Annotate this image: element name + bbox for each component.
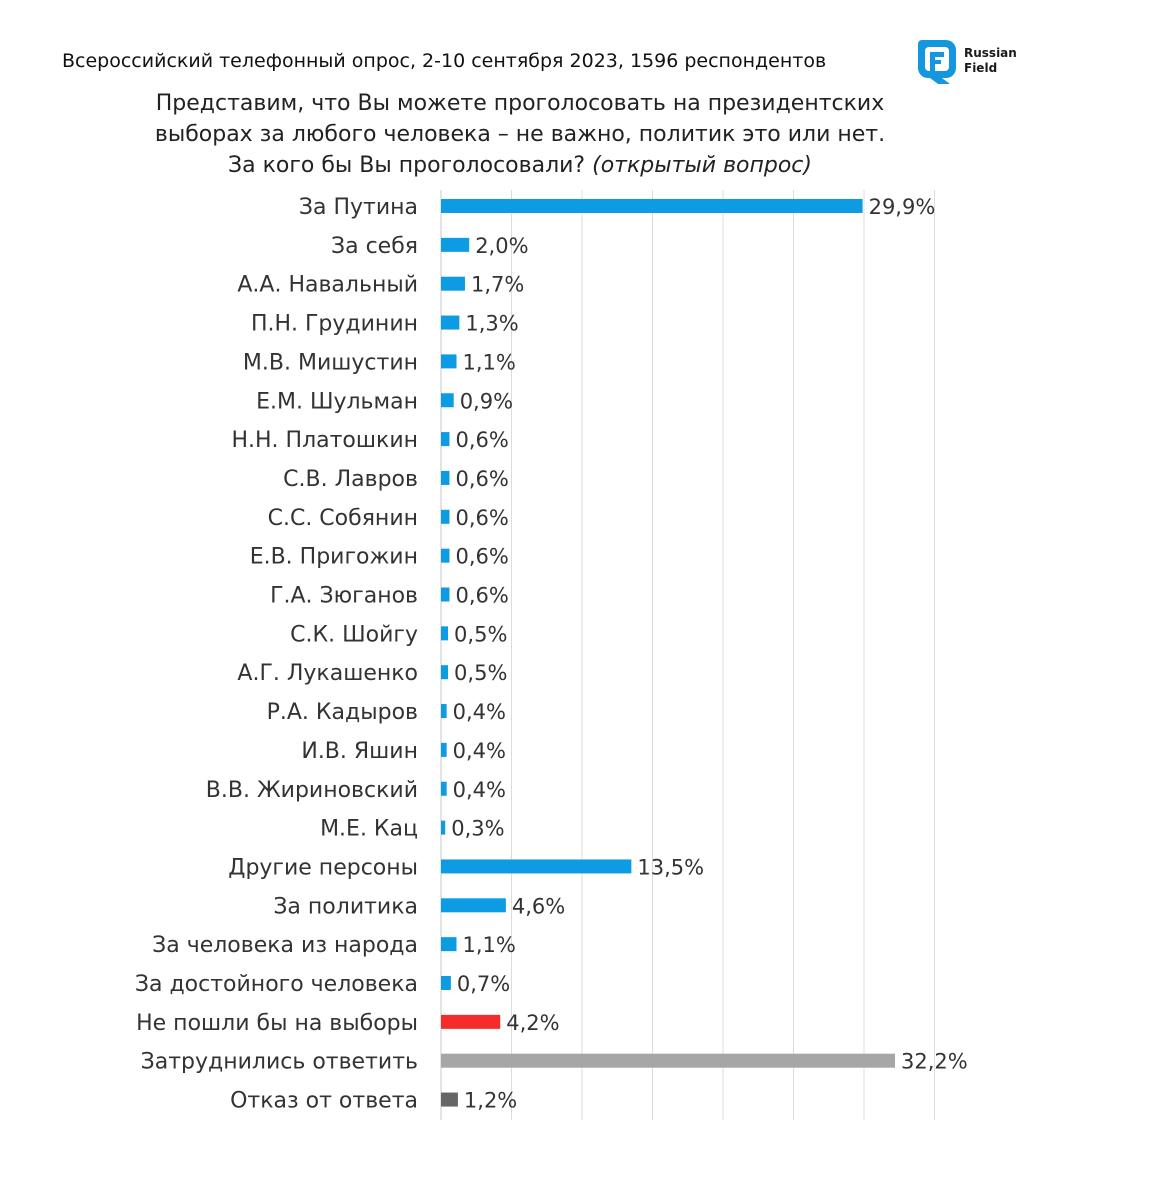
bar (441, 742, 447, 757)
bar (441, 704, 447, 719)
category-label: И.В. Яшин (301, 739, 418, 764)
value-label: 1,7% (471, 273, 524, 297)
category-label: Е.В. Пригожин (250, 545, 418, 570)
category-label: С.К. Шойгу (290, 622, 418, 647)
value-label: 0,6% (455, 428, 508, 452)
question-line-1: Представим, что Вы можете проголосовать … (155, 91, 885, 116)
bar (441, 432, 450, 447)
bar (441, 509, 450, 524)
bar (441, 199, 863, 213)
value-label: 0,6% (455, 467, 508, 491)
category-label: П.Н. Грудинин (251, 312, 418, 337)
category-label: С.В. Лавров (283, 467, 418, 492)
value-label: 0,6% (455, 506, 508, 530)
value-label: 2,0% (475, 234, 528, 258)
bar (441, 315, 460, 330)
value-label: 4,2% (506, 1011, 559, 1035)
value-label: 1,3% (465, 312, 518, 336)
category-label: За себя (331, 234, 418, 259)
value-label: 32,2% (901, 1050, 968, 1074)
category-label: За достойного человека (135, 972, 418, 997)
value-label: 0,5% (454, 661, 507, 685)
value-label: 1,1% (463, 933, 516, 957)
bar (441, 1053, 896, 1068)
category-label: За человека из народа (152, 933, 418, 958)
value-label: 1,1% (463, 350, 516, 374)
bar (441, 548, 450, 563)
logo-text: Russian Field (964, 46, 1017, 76)
bar (441, 898, 506, 913)
bar (441, 354, 457, 369)
value-label: 0,4% (453, 739, 506, 763)
category-label: За Путина (299, 195, 418, 220)
value-label: 0,7% (457, 972, 510, 996)
bar (441, 859, 632, 874)
category-label: М.Е. Кац (320, 817, 418, 842)
value-label: 29,9% (869, 195, 936, 219)
category-label: В.В. Жириновский (206, 778, 418, 803)
question-line-3-main: За кого бы Вы проголосовали? (228, 153, 593, 178)
bar (441, 470, 450, 485)
bar (441, 665, 449, 680)
question-line-3: За кого бы Вы проголосовали? (открытый в… (80, 150, 960, 181)
category-label: Не пошли бы на выборы (136, 1011, 418, 1036)
value-label: 0,4% (453, 700, 506, 724)
bar (441, 626, 449, 641)
category-label: Отказ от ответа (230, 1089, 418, 1114)
bar (441, 237, 470, 252)
category-label: С.С. Собянин (268, 506, 418, 531)
category-label: А.А. Навальный (237, 273, 418, 298)
bar (441, 1014, 501, 1029)
value-label: 0,6% (455, 584, 508, 608)
bar (441, 587, 450, 602)
category-label: Другие персоны (228, 855, 418, 880)
bar (441, 393, 454, 408)
value-label: 0,6% (455, 545, 508, 569)
value-label: 0,9% (460, 389, 513, 413)
bar (441, 937, 457, 952)
russian-field-logo-icon (918, 40, 956, 84)
category-label: Г.А. Зюганов (270, 584, 418, 609)
category-label: За политика (273, 894, 418, 919)
logo-text-line2: Field (964, 61, 998, 75)
bar (441, 1092, 458, 1107)
value-label: 0,3% (451, 817, 504, 841)
bar (441, 276, 465, 291)
russian-field-logo: Russian Field (916, 38, 1026, 86)
value-label: 0,4% (453, 778, 506, 802)
question-note: (открытый вопрос) (592, 153, 812, 178)
bar (441, 820, 446, 835)
logo-text-line1: Russian (964, 46, 1017, 60)
bar (441, 976, 451, 990)
value-label: 13,5% (637, 855, 704, 879)
category-label: Е.М. Шульман (256, 389, 418, 414)
survey-info: Всероссийский телефонный опрос, 2-10 сен… (62, 50, 827, 72)
bar (441, 781, 447, 796)
category-label: М.В. Мишустин (243, 350, 418, 375)
category-label: А.Г. Лукашенко (237, 661, 418, 686)
value-label: 1,2% (464, 1089, 517, 1113)
category-label: Затруднились ответить (141, 1050, 418, 1075)
category-label: Р.А. Кадыров (267, 700, 418, 725)
category-label: Н.Н. Платошкин (231, 428, 418, 453)
value-label: 0,5% (454, 622, 507, 646)
question-line-2: выборах за любого человека – не важно, п… (154, 122, 886, 147)
value-label: 4,6% (512, 894, 565, 918)
question-text: Представим, что Вы можете проголосовать … (80, 88, 960, 181)
